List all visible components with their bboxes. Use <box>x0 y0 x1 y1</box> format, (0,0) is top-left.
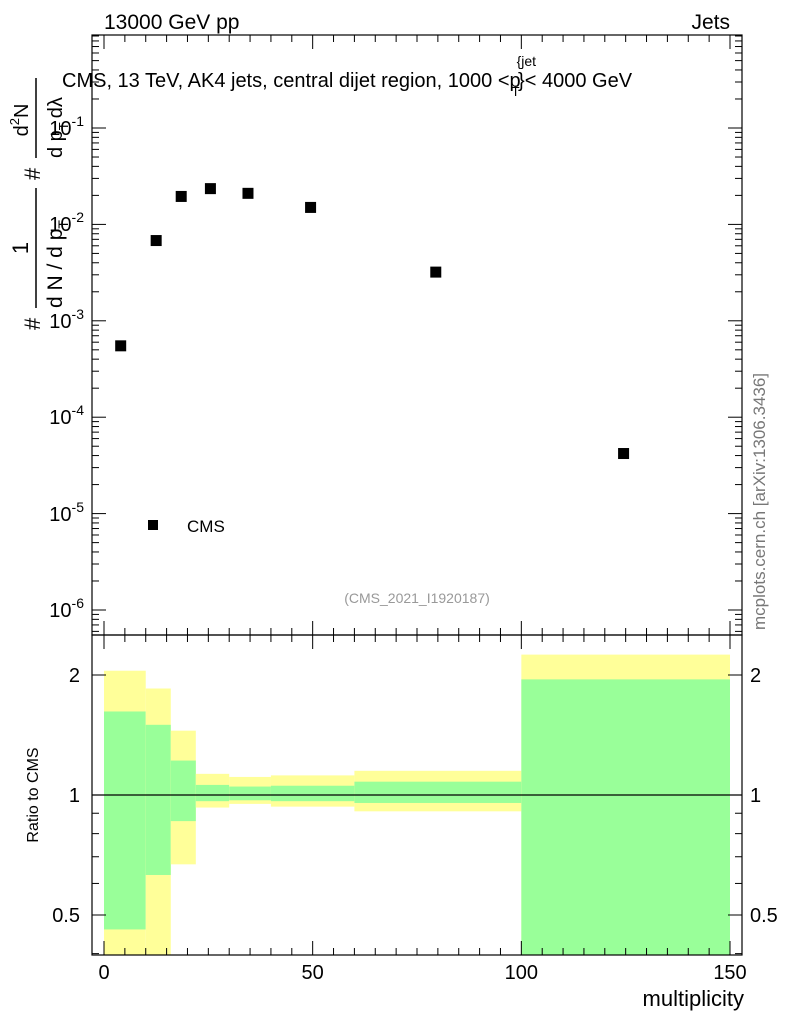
inner-band-bin-3 <box>195 784 230 802</box>
xlabel: multiplicity <box>643 986 744 1011</box>
xtick-label-100: 100 <box>505 962 538 984</box>
ratio-ytick-labels: 0.5 0.5 1 1 2 2 <box>52 665 778 927</box>
data-point-4 <box>242 187 254 199</box>
inner-band-bin-4 <box>229 786 271 801</box>
main-plot-frame <box>91 34 743 636</box>
ylabel-numerator: d2N <box>7 104 33 137</box>
legend-label: CMS <box>187 517 225 536</box>
inner-band-bin-7 <box>521 679 730 955</box>
ylabel-denominator: d N / d pT <box>44 220 71 308</box>
analysis-id: (CMS_2021_I1920187) <box>344 590 490 606</box>
data-point-0 <box>115 340 127 352</box>
xtick-label-50: 50 <box>302 962 324 984</box>
ytick-label-1e-5: 10-5 <box>49 499 84 526</box>
ylabel-one: 1 <box>8 242 33 254</box>
data-point-3 <box>204 183 216 195</box>
ratio-ytick-label-right: 1 <box>750 785 761 807</box>
inner-band-bin-5 <box>270 785 355 802</box>
ratio-ylabel: Ratio to CMS <box>25 747 42 842</box>
ytick-label-1e-1: 10-1 <box>49 113 84 140</box>
xtick-labels: 0 50 100 150 <box>98 962 746 984</box>
inner-band-bin-2 <box>170 760 196 822</box>
legend-marker <box>148 520 158 530</box>
ratio-ytick-label-right: 2 <box>750 665 761 687</box>
inner-band-bin-0 <box>104 711 146 930</box>
ylabel-num-denominator: d pTdλ <box>45 97 71 158</box>
ratio-ytick-label-right: 0.5 <box>750 905 778 927</box>
ratio-ytick-label: 2 <box>69 665 80 687</box>
xtick-label-0: 0 <box>98 962 109 984</box>
watermark: mcplots.cern.ch [arXiv:1306.3436] <box>750 373 769 630</box>
data-point-2 <box>175 190 187 202</box>
inner-band-bin-6 <box>354 781 522 803</box>
inner-band-bin-1 <box>145 724 171 875</box>
ytick-label-1e-3: 10-3 <box>49 306 84 333</box>
data-markers <box>115 183 630 460</box>
axis-ticks <box>92 35 742 955</box>
ytick-label-1e-2: 10-2 <box>49 209 84 236</box>
data-point-5 <box>305 201 317 213</box>
ratio-bands <box>104 654 730 955</box>
ylabel-hash-left: # <box>20 317 45 330</box>
ratio-ytick-label: 0.5 <box>52 905 80 927</box>
ytick-label-1e-4: 10-4 <box>49 402 84 429</box>
data-point-1 <box>150 235 162 247</box>
data-point-6 <box>430 266 442 278</box>
ratio-ytick-label: 1 <box>69 785 80 807</box>
energy-label: 13000 GeV pp <box>104 11 239 34</box>
data-point-7 <box>618 448 630 460</box>
category-label: Jets <box>691 11 730 34</box>
ytick-label-1e-6: 10-6 <box>49 595 84 622</box>
ylabel-hash-right: # <box>20 167 45 180</box>
chart-title: CMS, 13 TeV, AK4 jets, central dijet reg… <box>62 53 633 99</box>
xtick-label-150: 150 <box>713 962 746 984</box>
main-ytick-labels: 10-6 10-5 10-4 10-3 10-2 10-1 <box>49 113 84 622</box>
main-ylabel: # 1 d N / d pT # d2N d pTdλ <box>7 78 71 330</box>
